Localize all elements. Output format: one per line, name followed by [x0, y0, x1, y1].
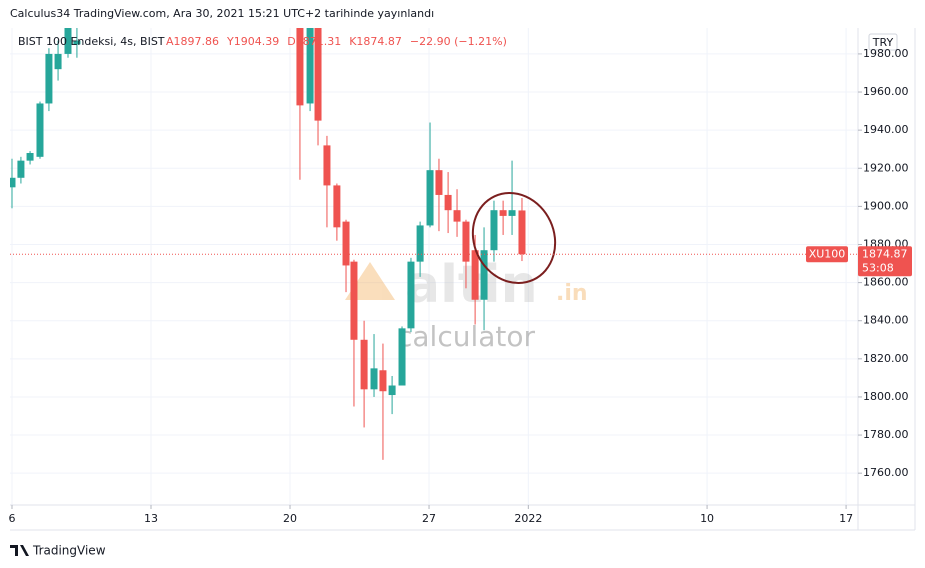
- candle-body: [54, 53, 62, 70]
- watermark-text: altin: [405, 255, 538, 315]
- candle-body: [73, 40, 81, 45]
- candle-body: [518, 210, 526, 255]
- candle-body: [10, 177, 16, 188]
- y-tick-label: 1860.00: [863, 276, 909, 289]
- ohlc-value: K1874.87: [349, 35, 402, 48]
- candle-body: [306, 28, 314, 104]
- y-tick-label: 1920.00: [863, 161, 909, 174]
- candle-body: [435, 170, 443, 195]
- candle-body: [453, 210, 461, 222]
- x-tick-label: 13: [144, 512, 158, 525]
- last-price-label: 1874.87: [862, 247, 908, 260]
- y-tick-label: 1840.00: [863, 314, 909, 327]
- candle-body: [462, 221, 470, 262]
- candle-body: [416, 225, 424, 262]
- currency: TRY: [872, 36, 894, 49]
- watermark-text: calculator: [397, 320, 536, 353]
- x-tick-label: 10: [700, 512, 714, 525]
- candle-body: [471, 250, 479, 300]
- candle-body: [407, 261, 415, 329]
- candle-body: [323, 145, 331, 186]
- ohlc-value: Y1904.39: [226, 35, 279, 48]
- candle-body: [490, 210, 498, 251]
- y-tick-label: 1780.00: [863, 428, 909, 441]
- watermark-logo: [345, 262, 395, 300]
- watermark-text: .in: [556, 281, 588, 306]
- ohlc-value: −22.90 (−1.21%): [410, 35, 507, 48]
- countdown-label: 53:08: [862, 261, 894, 274]
- grid: [10, 28, 858, 505]
- x-tick-label: 27: [422, 512, 436, 525]
- x-tick-label: 2022: [514, 512, 542, 525]
- candle-body: [17, 160, 25, 178]
- annotation-ellipse: [471, 192, 557, 284]
- y-tick-label: 1760.00: [863, 466, 909, 479]
- candle-body: [296, 28, 304, 106]
- candle-body: [350, 261, 358, 340]
- y-tick-label: 1960.00: [863, 85, 909, 98]
- candle-body: [499, 210, 507, 216]
- symbol-label: XU100: [809, 247, 846, 260]
- candle-body: [360, 339, 368, 390]
- symbol-description: BIST 100 Endeksi, 4s, BIST: [18, 35, 165, 48]
- candle-body: [480, 250, 488, 300]
- ohlc-value: D1871.31: [287, 35, 341, 48]
- symbol-badge: [806, 246, 848, 263]
- y-tick-label: 1820.00: [863, 352, 909, 365]
- legend: BIST 100 Endeksi, 4s, BIST A1897.86 Y1904…: [18, 35, 507, 48]
- chart-title: Calculus34 TradingView.com, Ara 30, 2021…: [10, 7, 434, 20]
- x-tick-label: 6: [8, 512, 15, 525]
- candle-body: [508, 210, 516, 216]
- x-tick-label: 17: [839, 512, 853, 525]
- candle-body: [26, 153, 34, 161]
- candle-body: [370, 368, 378, 390]
- ohlc-value: A1897.86: [166, 35, 219, 48]
- candle-body: [342, 221, 350, 266]
- candles: [10, 28, 526, 460]
- candle-body: [444, 194, 452, 211]
- price-badge: [858, 246, 912, 277]
- y-tick-label: 1800.00: [863, 390, 909, 403]
- candle-body: [45, 53, 53, 104]
- y-tick-label: 1980.00: [863, 47, 909, 60]
- candle-body: [388, 385, 396, 396]
- candle-body: [398, 328, 406, 386]
- candle-body: [426, 170, 434, 226]
- candle-body: [314, 28, 322, 121]
- watermark: altin .in calculator: [345, 255, 588, 353]
- currency-box: [868, 33, 898, 51]
- footer-logo: [10, 545, 29, 556]
- y-tick-label: 1940.00: [863, 123, 909, 136]
- footer: TradingView: [10, 544, 106, 558]
- candle-body: [36, 103, 44, 157]
- y-tick-label: 1900.00: [863, 199, 909, 212]
- candle-body: [64, 28, 72, 54]
- x-tick-label: 20: [283, 512, 297, 525]
- footer-text: TradingView: [32, 544, 106, 558]
- candle-body: [379, 370, 387, 392]
- candle-body: [333, 185, 341, 228]
